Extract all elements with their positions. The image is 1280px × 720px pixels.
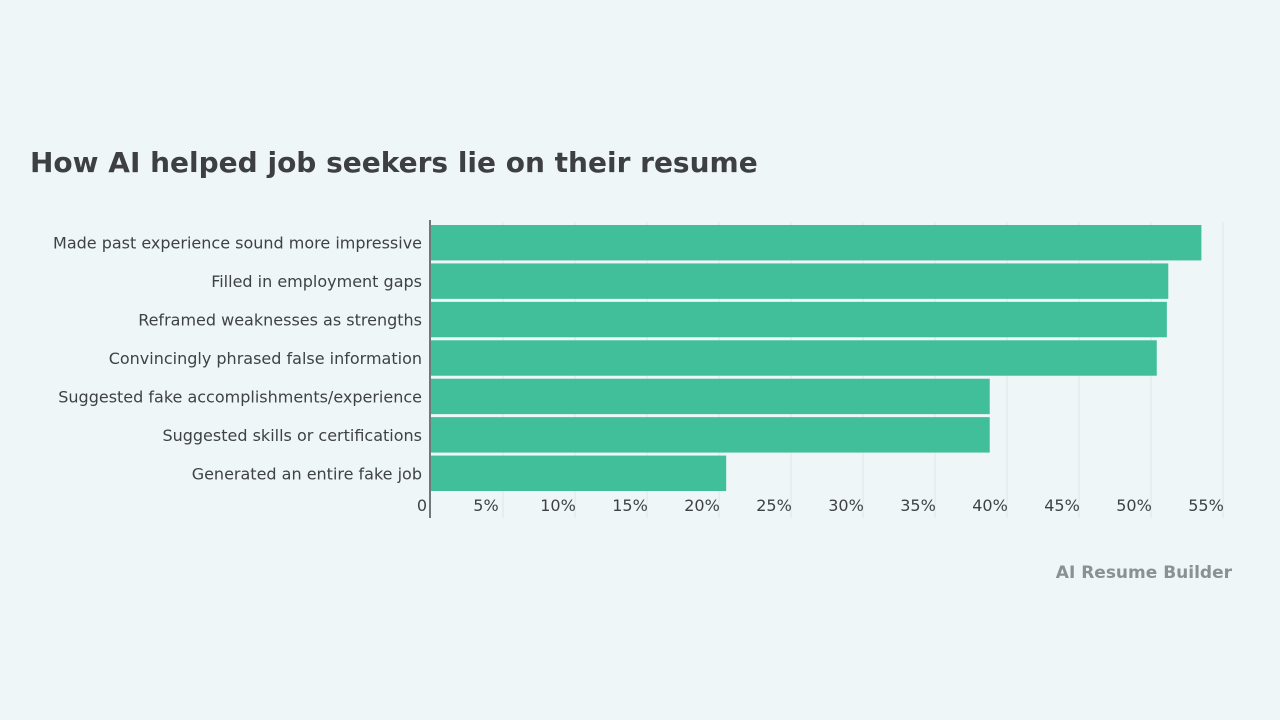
category-label: Suggested skills or certifications [162, 426, 422, 445]
bar [431, 301, 1167, 338]
x-tick-label: 50% [1116, 496, 1152, 515]
category-labels: Made past experience sound more impressi… [53, 234, 422, 484]
bar [431, 340, 1157, 376]
x-tick-label: 15% [612, 496, 648, 515]
bar [431, 225, 1202, 261]
category-label: Reframed weaknesses as strengths [138, 311, 422, 330]
category-label: Made past experience sound more impressi… [53, 234, 422, 253]
bar [431, 455, 727, 491]
x-tick-label: 35% [900, 496, 936, 515]
x-tick-label: 30% [828, 496, 864, 515]
x-tick-label: 40% [972, 496, 1008, 515]
category-label: Suggested fake accomplishments/experienc… [58, 387, 422, 406]
source-label: AI Resume Builder [1055, 563, 1232, 583]
x-tick-label: 20% [684, 496, 720, 515]
x-tick-label: 10% [540, 496, 576, 515]
bar [431, 263, 1169, 299]
x-tick-label: 45% [1044, 496, 1080, 515]
category-label: Filled in employment gaps [211, 272, 422, 291]
bar [431, 378, 990, 415]
x-tick-label: 25% [756, 496, 792, 515]
x-tick-label: 55% [1188, 496, 1224, 515]
x-axis-ticks: 0 5% 10% 15% 20% 25% 30% 35% 40% 45% 50% 55% [417, 496, 1224, 515]
x-tick-label: 5% [473, 496, 498, 515]
bars [431, 225, 1202, 491]
bar [431, 417, 990, 453]
category-label: Convincingly phrased false information [109, 349, 422, 368]
x-tick-label: 0 [417, 496, 427, 515]
category-label: Generated an entire fake job [192, 464, 422, 483]
chart-title: How AI helped job seekers lie on their r… [30, 146, 758, 179]
